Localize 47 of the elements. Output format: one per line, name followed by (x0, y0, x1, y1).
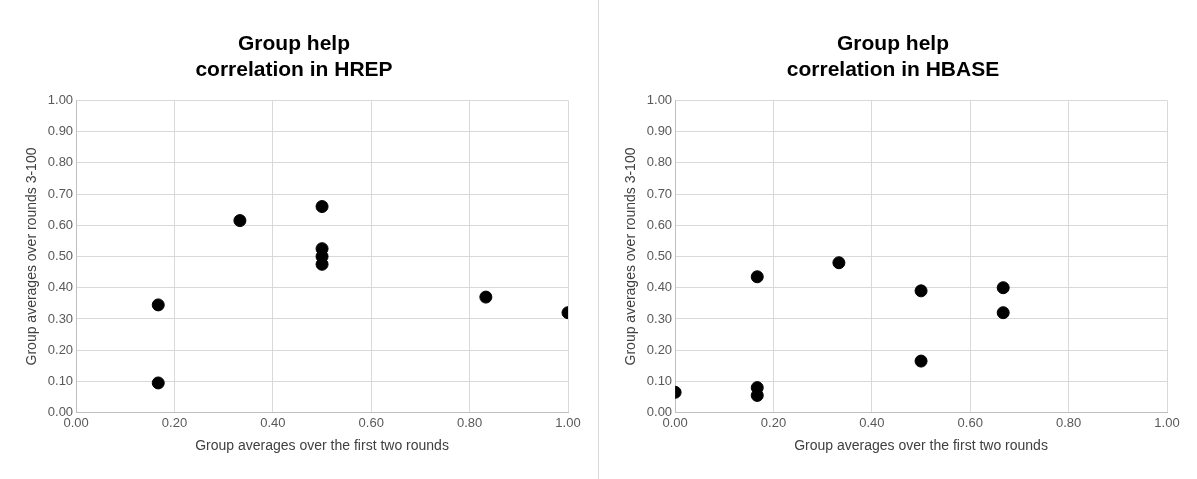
x-tick-label: 0.40 (859, 414, 885, 430)
point (996, 306, 1010, 320)
point (832, 256, 846, 270)
x-axis-title: Group averages over the first two rounds (195, 437, 449, 454)
x-tick-label: 0.20 (161, 414, 188, 430)
point (151, 376, 165, 390)
x-tick-label: 0.40 (260, 414, 286, 430)
y-tick-label: 0.50 (646, 248, 673, 264)
point (914, 284, 928, 298)
y-tick-label: 0.10 (646, 372, 673, 388)
point (479, 290, 493, 304)
point (151, 298, 165, 312)
y-tick-label: 0.30 (47, 310, 74, 326)
y-tick-label: 0.70 (47, 185, 74, 201)
y-tick-label: 0.80 (646, 154, 673, 170)
y-tick-label: 0.80 (47, 154, 74, 170)
y-tick-label: 0.40 (646, 279, 673, 295)
y-tick-label: 1.00 (646, 91, 673, 107)
x-tick-label: 0.80 (456, 414, 483, 430)
y-tick-label: 0.90 (47, 123, 74, 139)
x-tick-label: 0.80 (1055, 414, 1082, 430)
y-tick-label: 0.40 (47, 279, 74, 295)
y-tick-label: 0.70 (646, 185, 673, 201)
point (233, 214, 247, 228)
x-tick-label: 1.00 (1154, 414, 1180, 430)
y-tick-label: 0.90 (646, 123, 673, 139)
y-tick-label: 1.00 (47, 91, 74, 107)
point (914, 354, 928, 368)
y-axis-title: Group averages over rounds 3-100 (23, 147, 40, 366)
y-tick-label: 0.20 (47, 341, 74, 357)
x-tick-label: 1.00 (555, 414, 581, 430)
y-tick-label: 0.60 (646, 216, 673, 232)
point (996, 281, 1010, 295)
x-tick-label: 0.60 (358, 414, 384, 430)
y-tick-label: 0.20 (646, 341, 673, 357)
y-tick-label: 0.10 (47, 372, 74, 388)
x-tick-label: 0.60 (957, 414, 983, 430)
chart-title: Group help correlation in HBASE (786, 31, 1000, 80)
x-axis-title: Group averages over the first two rounds (794, 437, 1048, 454)
y-tick-label: 0.60 (47, 216, 74, 232)
chart-title: Group help correlation in HREP (195, 31, 393, 80)
y-tick-label: 0.30 (646, 310, 673, 326)
point (315, 200, 329, 214)
x-tick-label: 0.20 (760, 414, 787, 430)
y-tick-label: 0.50 (47, 248, 74, 264)
y-axis-title: Group averages over rounds 3-100 (622, 147, 639, 366)
point (750, 270, 764, 284)
